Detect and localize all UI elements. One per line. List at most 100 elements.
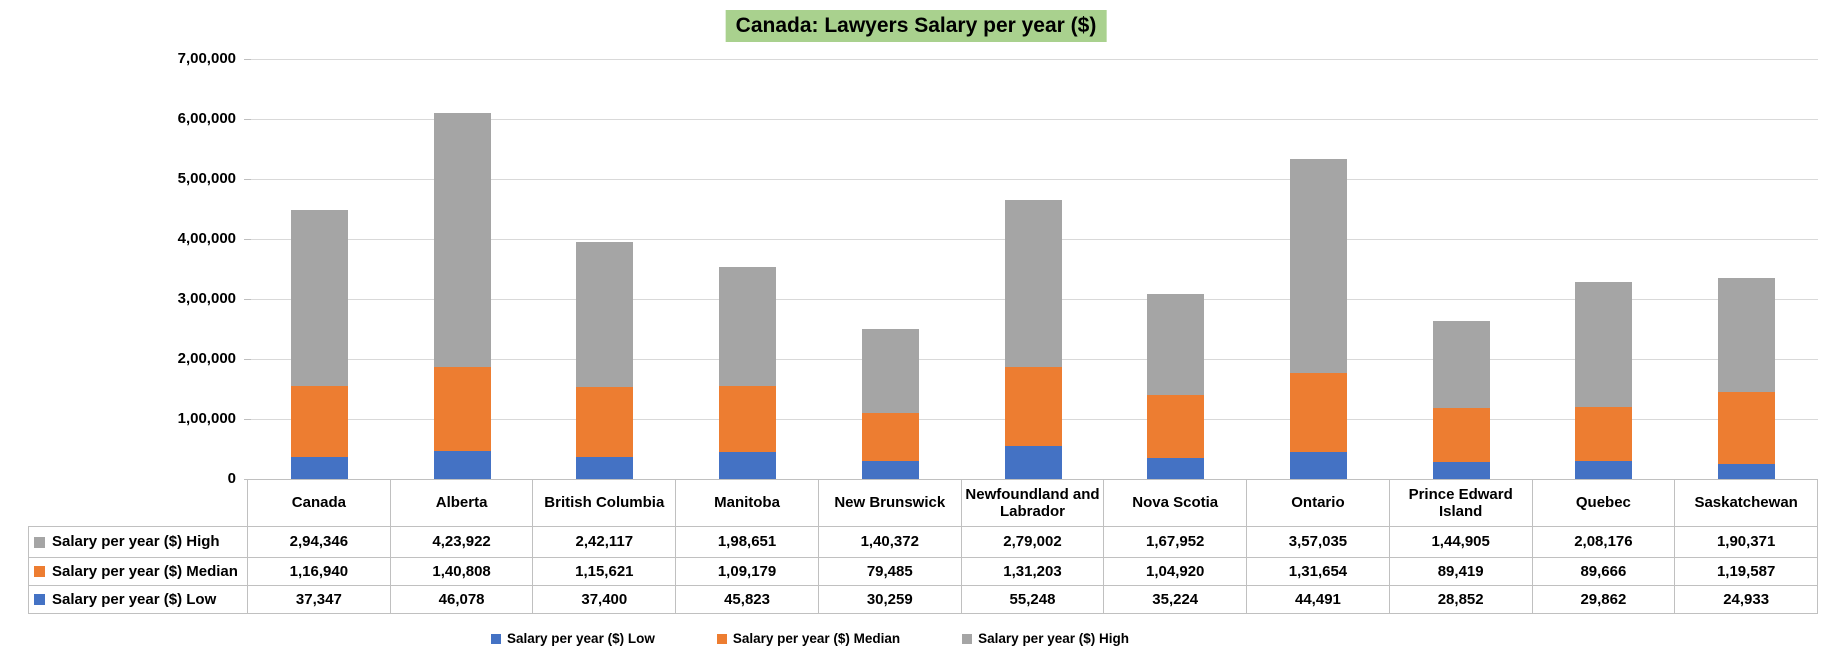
table-header-newfoundland-and-labrador: Newfoundland and Labrador [961, 479, 1105, 527]
bar-segment-manitoba-high[interactable] [719, 266, 777, 387]
plot-area [244, 59, 1818, 480]
bar-segment-canada-high[interactable] [290, 209, 348, 387]
table-value-alberta-salary-per-year-median: 1,40,808 [390, 558, 534, 586]
bar-segment-canada-low[interactable] [290, 456, 348, 479]
bar-segment-quebec-high[interactable] [1575, 282, 1633, 408]
legend-item-salary-per-year-high[interactable]: Salary per year ($) High [962, 631, 1129, 646]
bar-segment-newfoundland-and-labrador-low[interactable] [1004, 445, 1062, 479]
y-axis-tick [244, 179, 251, 180]
bar-segment-prince-edward-island-low[interactable] [1432, 461, 1490, 479]
y-axis-tick [244, 419, 251, 420]
bar-segment-alberta-low[interactable] [433, 451, 491, 479]
legend-item-salary-per-year-median[interactable]: Salary per year ($) Median [716, 631, 901, 646]
bar-segment-new-brunswick-low[interactable] [861, 460, 919, 479]
table-value-new-brunswick-salary-per-year-high: 1,40,372 [818, 527, 962, 558]
bar-segment-new-brunswick-median[interactable] [861, 413, 919, 461]
table-value-manitoba-salary-per-year-low: 45,823 [676, 586, 819, 614]
table-value-new-brunswick-salary-per-year-median: 79,485 [818, 558, 962, 586]
bar-british-columbia[interactable] [576, 241, 634, 479]
bar-segment-canada-median[interactable] [290, 386, 348, 457]
bar-segment-quebec-median[interactable] [1575, 407, 1633, 462]
bar-segment-british-columbia-median[interactable] [576, 387, 634, 457]
legend-item-label: Salary per year ($) Low [507, 631, 655, 646]
legend-swatch-icon [491, 633, 501, 644]
bar-segment-newfoundland-and-labrador-high[interactable] [1004, 199, 1062, 368]
bar-segment-quebec-low[interactable] [1575, 461, 1633, 479]
bar-segment-nova-scotia-low[interactable] [1147, 457, 1205, 479]
bar-segment-ontario-low[interactable] [1289, 452, 1347, 479]
gridline [248, 59, 1818, 60]
y-axis-tick [244, 119, 251, 120]
bar-segment-prince-edward-island-high[interactable] [1432, 321, 1490, 409]
y-axis-tick-label: 4,00,000 [177, 230, 236, 247]
bar-segment-ontario-high[interactable] [1289, 159, 1347, 374]
table-value-newfoundland-and-labrador-salary-per-year-median: 1,31,203 [961, 558, 1105, 586]
bar-segment-british-columbia-high[interactable] [576, 241, 634, 388]
bar-alberta[interactable] [433, 112, 491, 479]
bar-segment-nova-scotia-high[interactable] [1147, 294, 1205, 395]
y-axis-tick-label: 0 [227, 470, 236, 487]
bar-segment-manitoba-low[interactable] [719, 451, 777, 479]
bar-new-brunswick[interactable] [861, 328, 919, 479]
bar-ontario[interactable] [1289, 159, 1347, 479]
bar-segment-new-brunswick-high[interactable] [861, 328, 919, 414]
table-value-nova-scotia-salary-per-year-low: 35,224 [1104, 586, 1248, 614]
table-value-alberta-salary-per-year-high: 4,23,922 [390, 527, 534, 558]
table-value-newfoundland-and-labrador-salary-per-year-low: 55,248 [961, 586, 1105, 614]
table-header-manitoba: Manitoba [676, 479, 819, 527]
table-value-nova-scotia-salary-per-year-median: 1,04,920 [1104, 558, 1248, 586]
y-axis-tick [244, 239, 251, 240]
table-header-quebec: Quebec [1532, 479, 1676, 527]
bar-segment-alberta-high[interactable] [433, 112, 491, 367]
table-header-ontario: Ontario [1247, 479, 1390, 527]
table-value-ontario-salary-per-year-high: 3,57,035 [1247, 527, 1390, 558]
bar-segment-ontario-median[interactable] [1289, 373, 1347, 453]
legend-item-label: Salary per year ($) Median [732, 631, 901, 646]
bar-newfoundland-and-labrador[interactable] [1004, 199, 1062, 479]
bar-segment-alberta-median[interactable] [433, 366, 491, 452]
bar-segment-manitoba-median[interactable] [719, 386, 777, 452]
y-axis-tick [244, 359, 251, 360]
table-header-prince-edward-island: Prince Edward Island [1389, 479, 1533, 527]
table-value-quebec-salary-per-year-median: 89,666 [1532, 558, 1676, 586]
gridline [248, 119, 1818, 120]
bar-prince-edward-island[interactable] [1432, 321, 1490, 479]
bar-segment-newfoundland-and-labrador-median[interactable] [1004, 367, 1062, 446]
bar-saskatchewan[interactable] [1718, 278, 1776, 479]
table-header-alberta: Alberta [390, 479, 534, 527]
y-axis-tick-label: 3,00,000 [177, 290, 236, 307]
table-value-saskatchewan-salary-per-year-median: 1,19,587 [1675, 558, 1818, 586]
table-row-label-salary-per-year-median: Salary per year ($) Median [28, 558, 248, 586]
y-axis-tick-label: 7,00,000 [177, 50, 236, 67]
bar-canada[interactable] [290, 209, 348, 479]
bar-nova-scotia[interactable] [1147, 294, 1205, 479]
table-value-newfoundland-and-labrador-salary-per-year-high: 2,79,002 [961, 527, 1105, 558]
bar-segment-nova-scotia-median[interactable] [1147, 394, 1205, 458]
table-value-british-columbia-salary-per-year-low: 37,400 [533, 586, 677, 614]
table-value-alberta-salary-per-year-low: 46,078 [390, 586, 534, 614]
table-value-ontario-salary-per-year-low: 44,491 [1247, 586, 1390, 614]
y-axis-tick [244, 299, 251, 300]
legend-item-salary-per-year-low[interactable]: Salary per year ($) Low [491, 631, 655, 646]
bar-manitoba[interactable] [719, 266, 777, 479]
table-value-saskatchewan-salary-per-year-high: 1,90,371 [1675, 527, 1818, 558]
gridline [248, 179, 1818, 180]
table-header-british-columbia: British Columbia [533, 479, 677, 527]
legend-swatch-icon [962, 633, 973, 644]
table-header-saskatchewan: Saskatchewan [1675, 479, 1818, 527]
table-value-prince-edward-island-salary-per-year-median: 89,419 [1389, 558, 1533, 586]
bar-segment-prince-edward-island-median[interactable] [1432, 408, 1490, 462]
chart-title: Canada: Lawyers Salary per year ($) [725, 10, 1107, 42]
table-value-canada-salary-per-year-low: 37,347 [248, 586, 391, 614]
bar-segment-saskatchewan-median[interactable] [1718, 392, 1776, 465]
table-row-label-text: Salary per year ($) Median [52, 562, 238, 580]
data-table: Canada Alberta British Columbia Manitoba New… [28, 479, 1818, 614]
legend-key-icon [34, 536, 45, 548]
table-header-nova-scotia: Nova Scotia [1104, 479, 1248, 527]
bar-segment-british-columbia-low[interactable] [576, 456, 634, 479]
bar-segment-saskatchewan-high[interactable] [1718, 278, 1776, 393]
bar-quebec[interactable] [1575, 282, 1633, 479]
y-axis-labels: 7,00,000 6,00,000 5,00,000 4,00,000 3,00,000… [0, 50, 236, 487]
table-value-quebec-salary-per-year-high: 2,08,176 [1532, 527, 1676, 558]
bar-segment-saskatchewan-low[interactable] [1718, 464, 1776, 479]
